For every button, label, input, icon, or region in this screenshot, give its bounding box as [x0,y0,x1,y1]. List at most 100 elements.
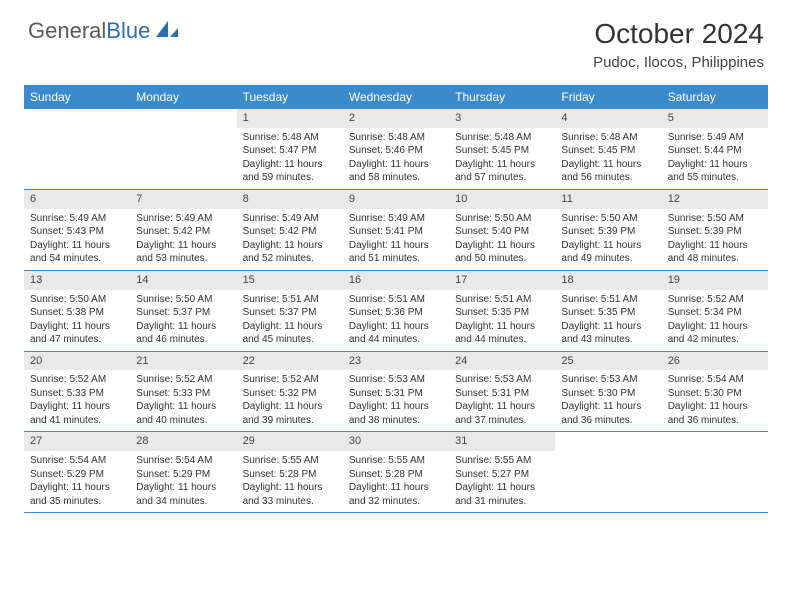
sunset-text: Sunset: 5:37 PM [136,306,230,320]
daylight-text: Daylight: 11 hours and 46 minutes. [136,320,230,347]
day-cell-body: Sunrise: 5:51 AMSunset: 5:37 PMDaylight:… [237,290,343,351]
day-number-cell: 4 [555,109,661,128]
day-number-cell: 10 [449,189,555,208]
day-number-cell: 13 [24,270,130,289]
day-cell: Sunrise: 5:49 AMSunset: 5:42 PMDaylight:… [237,209,343,271]
sunrise-text: Sunrise: 5:50 AM [668,212,762,226]
day-cell: Sunrise: 5:50 AMSunset: 5:37 PMDaylight:… [130,290,236,352]
day-cell-body: Sunrise: 5:55 AMSunset: 5:28 PMDaylight:… [237,451,343,512]
daylight-text: Daylight: 11 hours and 57 minutes. [455,158,549,185]
title-block: October 2024 Pudoc, Ilocos, Philippines [593,18,764,71]
daylight-text: Daylight: 11 hours and 53 minutes. [136,239,230,266]
sunrise-text: Sunrise: 5:51 AM [243,293,337,307]
sunset-text: Sunset: 5:40 PM [455,225,549,239]
day-cell: Sunrise: 5:52 AMSunset: 5:33 PMDaylight:… [24,370,130,432]
day-number-cell: 22 [237,351,343,370]
sunset-text: Sunset: 5:29 PM [30,468,124,482]
daylight-text: Daylight: 11 hours and 51 minutes. [349,239,443,266]
sunrise-text: Sunrise: 5:49 AM [243,212,337,226]
day-number-cell: 9 [343,189,449,208]
sunrise-text: Sunrise: 5:49 AM [136,212,230,226]
day-number-cell: 18 [555,270,661,289]
weekday-header: Monday [130,85,236,109]
day-number-cell: 28 [130,432,236,451]
daylight-text: Daylight: 11 hours and 43 minutes. [561,320,655,347]
sunset-text: Sunset: 5:44 PM [668,144,762,158]
day-cell-body: Sunrise: 5:49 AMSunset: 5:41 PMDaylight:… [343,209,449,270]
day-number-cell: 30 [343,432,449,451]
sunrise-text: Sunrise: 5:51 AM [561,293,655,307]
sunrise-text: Sunrise: 5:52 AM [30,373,124,387]
day-cell-body: Sunrise: 5:51 AMSunset: 5:35 PMDaylight:… [555,290,661,351]
sunset-text: Sunset: 5:32 PM [243,387,337,401]
sunset-text: Sunset: 5:37 PM [243,306,337,320]
daylight-text: Daylight: 11 hours and 44 minutes. [349,320,443,347]
day-cell: Sunrise: 5:51 AMSunset: 5:36 PMDaylight:… [343,290,449,352]
day-cell: Sunrise: 5:54 AMSunset: 5:29 PMDaylight:… [130,451,236,513]
day-number-cell: 17 [449,270,555,289]
sunrise-text: Sunrise: 5:48 AM [243,131,337,145]
sunrise-text: Sunrise: 5:55 AM [455,454,549,468]
sunset-text: Sunset: 5:35 PM [455,306,549,320]
day-number-cell: 3 [449,109,555,128]
day-cell: Sunrise: 5:50 AMSunset: 5:39 PMDaylight:… [555,209,661,271]
day-cell-body: Sunrise: 5:50 AMSunset: 5:37 PMDaylight:… [130,290,236,351]
sunrise-text: Sunrise: 5:55 AM [349,454,443,468]
sunset-text: Sunset: 5:35 PM [561,306,655,320]
sunset-text: Sunset: 5:43 PM [30,225,124,239]
sunset-text: Sunset: 5:36 PM [349,306,443,320]
logo-text: GeneralBlue [28,18,150,44]
daylight-text: Daylight: 11 hours and 49 minutes. [561,239,655,266]
daylight-text: Daylight: 11 hours and 36 minutes. [561,400,655,427]
logo: GeneralBlue [28,18,180,44]
sunrise-text: Sunrise: 5:53 AM [455,373,549,387]
day-cell: Sunrise: 5:51 AMSunset: 5:35 PMDaylight:… [555,290,661,352]
daylight-text: Daylight: 11 hours and 38 minutes. [349,400,443,427]
weekday-header: Thursday [449,85,555,109]
daylight-text: Daylight: 11 hours and 55 minutes. [668,158,762,185]
sunrise-text: Sunrise: 5:53 AM [349,373,443,387]
day-number-cell [662,432,768,451]
day-cell: Sunrise: 5:50 AMSunset: 5:38 PMDaylight:… [24,290,130,352]
day-cell: Sunrise: 5:55 AMSunset: 5:27 PMDaylight:… [449,451,555,513]
day-cell-body: Sunrise: 5:54 AMSunset: 5:29 PMDaylight:… [130,451,236,512]
day-number-cell: 26 [662,351,768,370]
day-number-cell: 16 [343,270,449,289]
sunrise-text: Sunrise: 5:51 AM [455,293,549,307]
day-cell-body: Sunrise: 5:51 AMSunset: 5:35 PMDaylight:… [449,290,555,351]
sunrise-text: Sunrise: 5:50 AM [136,293,230,307]
day-number-cell: 20 [24,351,130,370]
sunset-text: Sunset: 5:42 PM [243,225,337,239]
day-cell: Sunrise: 5:48 AMSunset: 5:45 PMDaylight:… [449,128,555,190]
day-cell: Sunrise: 5:53 AMSunset: 5:30 PMDaylight:… [555,370,661,432]
sunset-text: Sunset: 5:46 PM [349,144,443,158]
day-cell: Sunrise: 5:48 AMSunset: 5:47 PMDaylight:… [237,128,343,190]
day-cell-body: Sunrise: 5:48 AMSunset: 5:46 PMDaylight:… [343,128,449,189]
sunset-text: Sunset: 5:29 PM [136,468,230,482]
day-number-cell [24,109,130,128]
day-cell: Sunrise: 5:54 AMSunset: 5:29 PMDaylight:… [24,451,130,513]
sunset-text: Sunset: 5:47 PM [243,144,337,158]
weekday-header-row: Sunday Monday Tuesday Wednesday Thursday… [24,85,768,109]
sunrise-text: Sunrise: 5:49 AM [668,131,762,145]
day-cell-body: Sunrise: 5:50 AMSunset: 5:39 PMDaylight:… [555,209,661,270]
page-header: GeneralBlue October 2024 Pudoc, Ilocos, … [0,0,792,77]
sunset-text: Sunset: 5:39 PM [561,225,655,239]
day-number-cell: 7 [130,189,236,208]
sunset-text: Sunset: 5:41 PM [349,225,443,239]
sunset-text: Sunset: 5:39 PM [668,225,762,239]
daylight-text: Daylight: 11 hours and 56 minutes. [561,158,655,185]
weekday-header: Tuesday [237,85,343,109]
sunset-text: Sunset: 5:28 PM [349,468,443,482]
sunrise-text: Sunrise: 5:50 AM [561,212,655,226]
sunrise-text: Sunrise: 5:49 AM [30,212,124,226]
daynum-row: 2728293031 [24,432,768,451]
sunset-text: Sunset: 5:31 PM [349,387,443,401]
day-cell: Sunrise: 5:53 AMSunset: 5:31 PMDaylight:… [343,370,449,432]
day-cell-body: Sunrise: 5:49 AMSunset: 5:42 PMDaylight:… [237,209,343,270]
daylight-text: Daylight: 11 hours and 37 minutes. [455,400,549,427]
day-cell: Sunrise: 5:51 AMSunset: 5:37 PMDaylight:… [237,290,343,352]
sunset-text: Sunset: 5:38 PM [30,306,124,320]
daylight-text: Daylight: 11 hours and 52 minutes. [243,239,337,266]
daylight-text: Daylight: 11 hours and 50 minutes. [455,239,549,266]
